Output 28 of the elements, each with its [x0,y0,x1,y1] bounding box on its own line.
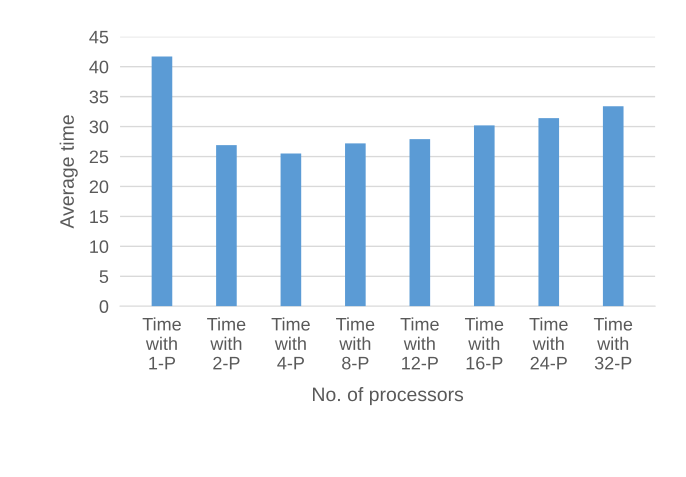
y-tick-label: 35 [90,90,108,104]
bar [538,118,560,306]
y-tick-label: 10 [90,240,108,254]
bar [474,125,495,306]
bar [152,56,172,306]
bar [602,106,624,306]
y-tick-label: 40 [89,60,108,74]
x-tick-label: Time with 4-P [272,317,310,370]
y-axis-title: Average time [60,115,78,229]
y-tick-label: 25 [90,150,108,164]
bar [280,154,302,306]
x-tick-label: Time with 16-P [464,317,504,370]
bar [345,143,366,306]
y-tick-label: 20 [90,180,108,194]
x-tick-label: Time with 8-P [336,317,374,370]
x-axis-title: No. of processors [313,386,464,406]
x-tick-label: Time with 1-P [142,317,181,370]
y-tick-label: 0 [100,300,108,313]
y-tick-label: 5 [100,270,108,284]
y-tick-label: 30 [90,120,108,134]
x-tick-label: Time with 32-P [594,317,632,370]
y-tick-label: 15 [90,210,108,224]
y-tick-label: 45 [89,30,108,44]
x-tick-label: Time with 2-P [207,317,246,370]
x-tick-label: Time with 24-P [529,317,568,370]
x-tick-label: Time with 12-P [400,317,439,370]
bar [216,145,237,306]
bar [410,139,430,306]
